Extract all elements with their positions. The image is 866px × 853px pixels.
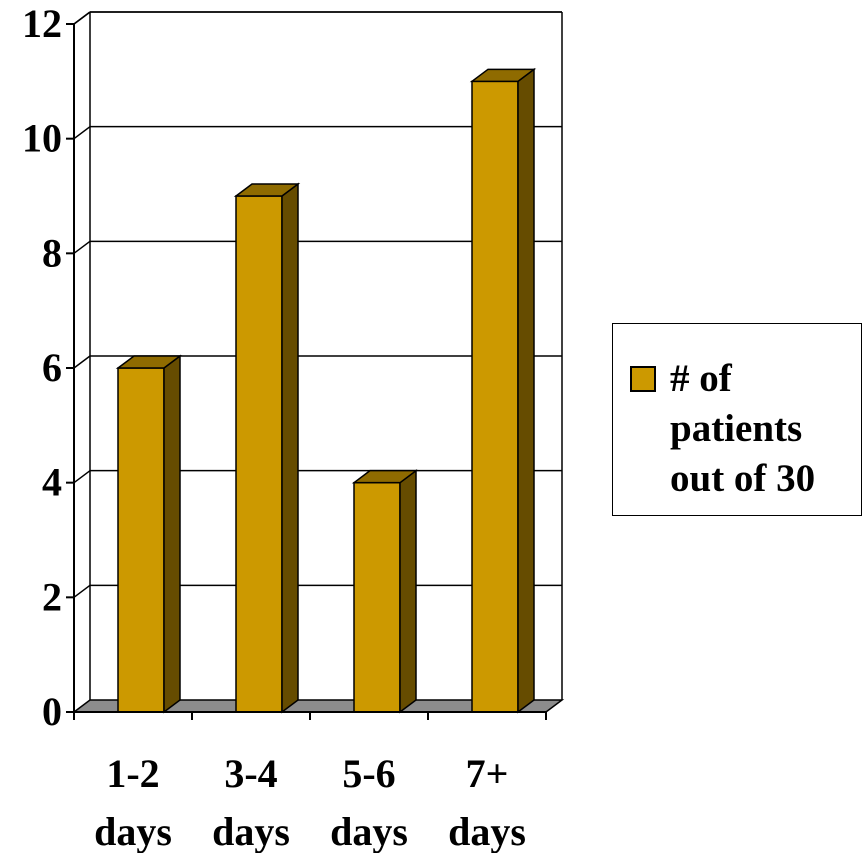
bar-side-face <box>163 354 181 714</box>
bar-side-face <box>399 469 417 714</box>
bar <box>115 354 183 714</box>
x-tick-label: 1-2 <box>106 751 159 796</box>
bar-top-face <box>469 68 537 83</box>
bar-side-face <box>517 67 535 714</box>
gridline-depth <box>73 126 91 140</box>
legend-label-line: out of 30 <box>670 457 816 500</box>
bars <box>115 67 537 714</box>
y-tick-label: 12 <box>22 1 62 46</box>
gridline-depth <box>73 355 91 369</box>
bar-front-face <box>471 80 519 713</box>
gridline-depth <box>73 470 91 484</box>
legend-swatch <box>630 366 656 392</box>
x-tick-label: days <box>94 809 172 853</box>
x-tick-label: 3-4 <box>224 751 277 796</box>
gridline-depth <box>73 584 91 598</box>
bar-top-face <box>233 183 301 197</box>
legend-label: # of patients out of 30 <box>670 354 860 504</box>
bar-front-face <box>235 195 283 713</box>
y-tick-label: 6 <box>42 345 62 390</box>
bar-side-face <box>281 182 299 714</box>
bar-top-face <box>115 355 183 369</box>
bar-top-face <box>351 469 419 484</box>
bar <box>351 469 419 714</box>
legend: # of patients out of 30 <box>612 323 862 516</box>
y-tick-label: 2 <box>42 574 62 619</box>
legend-label-line: # of <box>670 357 732 400</box>
legend-label-line: patients <box>670 407 803 450</box>
bar-front-face <box>353 481 401 713</box>
x-tick-label: days <box>212 809 290 853</box>
bar <box>233 182 301 714</box>
x-axis: 1-2 days 3-4 days 5-6 days 7+ days <box>73 711 547 853</box>
x-tick-label: 7+ <box>466 751 509 796</box>
gridline-depth <box>73 240 91 254</box>
x-tick-label: 5-6 <box>342 751 395 796</box>
x-tick-label: days <box>448 809 526 853</box>
x-tick-label: days <box>330 809 408 853</box>
y-axis: 0 2 4 6 8 10 12 <box>22 1 75 734</box>
bar-front-face <box>117 367 165 713</box>
y-tick-label: 0 <box>42 689 62 734</box>
y-tick-label: 8 <box>42 230 62 275</box>
bar <box>469 67 537 714</box>
y-tick-label: 10 <box>22 116 62 161</box>
y-tick-label: 4 <box>42 460 62 505</box>
side-wall-top-edge <box>73 11 91 25</box>
